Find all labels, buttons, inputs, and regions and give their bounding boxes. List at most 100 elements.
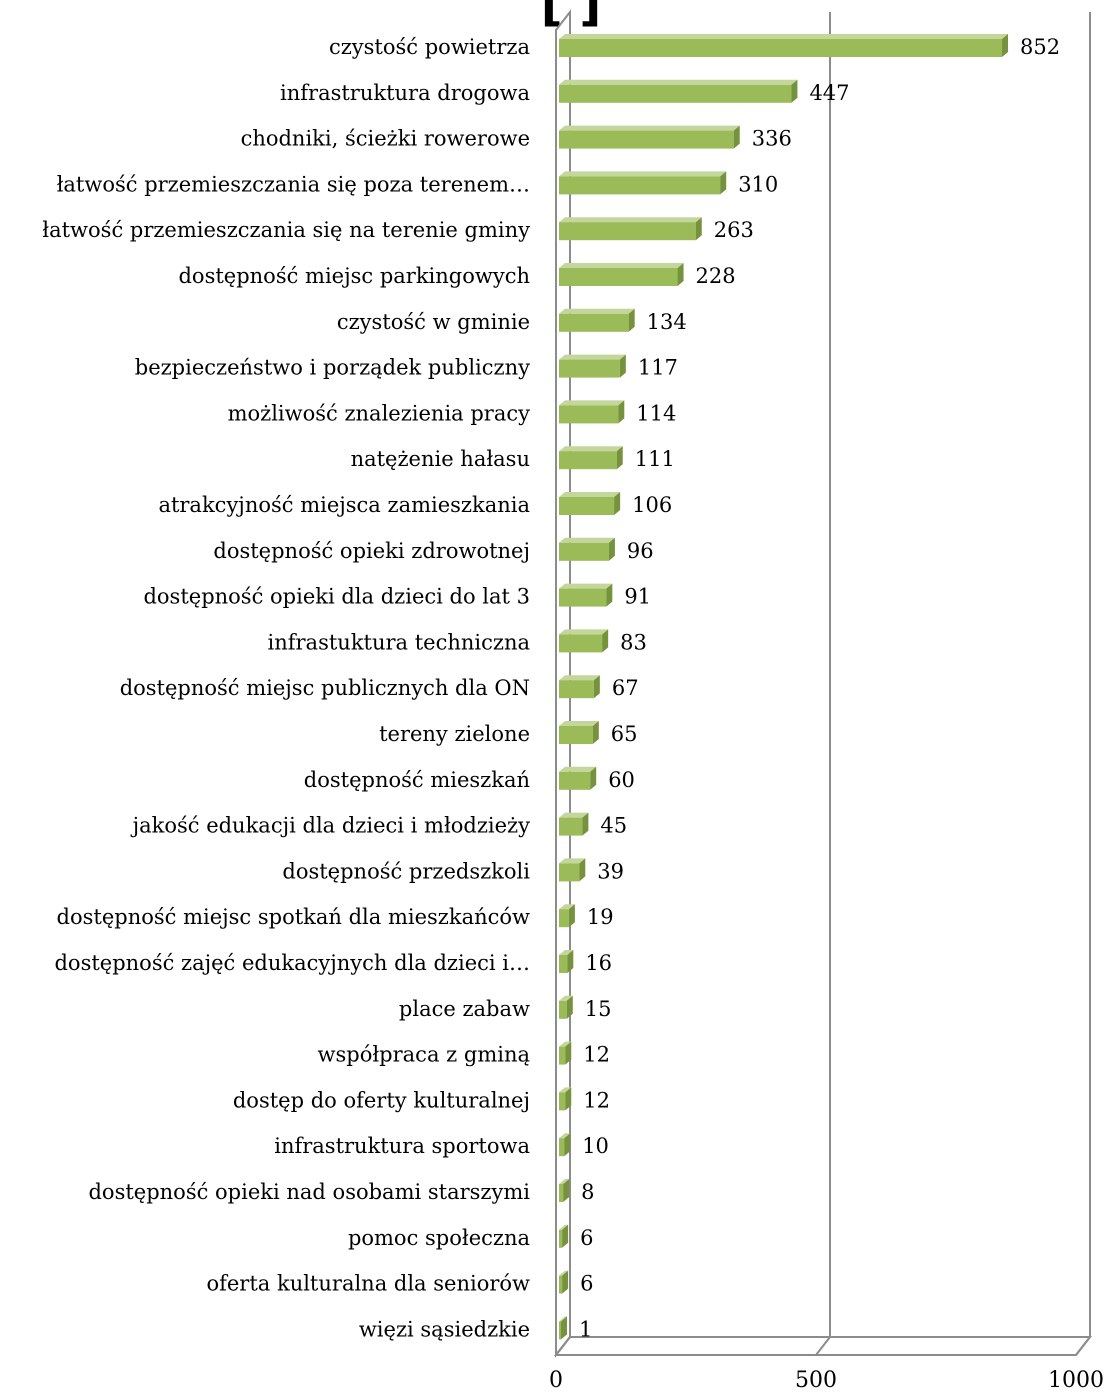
bar-top xyxy=(559,79,798,85)
bar-side xyxy=(565,1087,572,1111)
category-label: oferta kulturalna dla seniorów xyxy=(206,1272,530,1296)
data-label: 83 xyxy=(620,630,647,654)
category-label: dostępność miejsc publicznych dla ON xyxy=(120,676,530,700)
bar-side xyxy=(565,1041,572,1065)
bar xyxy=(559,1000,567,1019)
bar-top xyxy=(559,812,589,818)
data-label: 12 xyxy=(583,1088,610,1112)
bar-side xyxy=(561,1316,567,1340)
bar-top xyxy=(559,400,625,406)
bar-top xyxy=(559,858,586,864)
category-label: bezpieczeństwo i porządek publiczny xyxy=(135,356,530,380)
bar-side xyxy=(582,812,589,836)
bar-side xyxy=(567,950,574,973)
bar-top xyxy=(559,354,626,360)
category-label: tereny zielone xyxy=(379,722,530,746)
bar-top xyxy=(559,675,600,681)
x-tick-label: 500 xyxy=(795,1368,837,1393)
bar-top xyxy=(559,721,599,726)
bar-top xyxy=(559,446,623,452)
bar xyxy=(559,1092,566,1111)
bar-side xyxy=(695,217,702,241)
bar-side xyxy=(614,492,621,515)
category-label: dostęp do oferty kulturalnej xyxy=(233,1088,530,1112)
bar-side xyxy=(563,1179,570,1202)
bar xyxy=(559,1184,564,1202)
data-label: 447 xyxy=(809,81,849,105)
data-label: 67 xyxy=(612,676,639,700)
bar xyxy=(559,268,678,286)
bar-top xyxy=(559,537,615,543)
data-label: 60 xyxy=(608,768,635,792)
bar xyxy=(559,909,569,928)
bar-side xyxy=(608,537,615,561)
bar-top xyxy=(559,125,740,131)
bar-top xyxy=(559,1316,567,1322)
bar xyxy=(559,542,609,561)
bar-side xyxy=(616,446,623,470)
data-label: 12 xyxy=(583,1043,610,1067)
bar xyxy=(559,497,615,515)
bar-side xyxy=(566,995,573,1019)
bar xyxy=(559,39,1003,57)
bar-top xyxy=(559,1179,570,1184)
data-label: 117 xyxy=(638,356,678,380)
category-label: dostępność opieki dla dzieci do lat 3 xyxy=(143,585,530,609)
gridline-depth xyxy=(815,1336,831,1356)
bar xyxy=(559,1321,561,1340)
data-label: 106 xyxy=(632,493,672,517)
category-label: łatwość przemieszczania się poza terenem… xyxy=(57,172,530,196)
data-label: 19 xyxy=(587,905,614,929)
category-label: dostępność opieki zdrowotnej xyxy=(213,539,530,563)
bar xyxy=(559,176,721,195)
bar xyxy=(559,588,607,607)
category-label: łatwość przemieszczania się na terenie g… xyxy=(42,218,530,242)
category-label: place zabaw xyxy=(399,997,530,1021)
gridline-depth xyxy=(555,1336,571,1356)
bar xyxy=(559,405,619,424)
bar-top xyxy=(559,904,575,910)
bar-side xyxy=(720,171,727,195)
bar-top xyxy=(559,1224,569,1230)
bar-side xyxy=(628,308,635,332)
data-label: 45 xyxy=(600,814,627,838)
bar-side xyxy=(677,263,684,286)
category-label: infrastruktura drogowa xyxy=(280,81,530,105)
bar-side xyxy=(590,766,597,790)
bar-side xyxy=(568,904,575,928)
data-label: 39 xyxy=(597,859,624,883)
category-label: możliwość znalezienia pracy xyxy=(228,401,531,425)
bar-top xyxy=(559,308,635,314)
data-label: 10 xyxy=(582,1134,609,1158)
category-label: dostępność opieki nad osobami starszymi xyxy=(88,1180,530,1204)
bar xyxy=(559,634,603,653)
bar-top xyxy=(559,34,1009,39)
category-label: atrakcyjność miejsca zamieszkania xyxy=(158,493,530,517)
data-label: 310 xyxy=(738,172,778,196)
data-label: 1 xyxy=(579,1317,592,1341)
bar-top xyxy=(559,766,597,772)
data-label: 91 xyxy=(624,585,651,609)
bar xyxy=(559,680,594,699)
category-label: więzi sąsiedzkie xyxy=(359,1317,530,1341)
bar-side xyxy=(592,721,599,744)
bar xyxy=(559,313,629,332)
bar-side xyxy=(1002,34,1009,57)
bar-top xyxy=(559,1270,569,1276)
data-label: 65 xyxy=(611,722,638,746)
bar-side xyxy=(562,1224,569,1248)
bar-side xyxy=(791,79,798,103)
category-label: jakość edukacji dla dzieci i młodzieży xyxy=(130,814,531,838)
bar-top xyxy=(559,217,702,223)
data-label: 852 xyxy=(1020,35,1060,59)
bar-side xyxy=(619,354,626,378)
category-label: pomoc społeczna xyxy=(348,1226,530,1250)
bar xyxy=(559,726,593,744)
bar-top xyxy=(559,1133,571,1139)
x-tick-label: 0 xyxy=(549,1368,563,1393)
data-label: 8 xyxy=(581,1180,594,1204)
category-label: dostępność miejsc parkingowych xyxy=(178,264,530,288)
bar-top xyxy=(559,950,574,955)
category-label: czystość w gminie xyxy=(337,310,530,334)
